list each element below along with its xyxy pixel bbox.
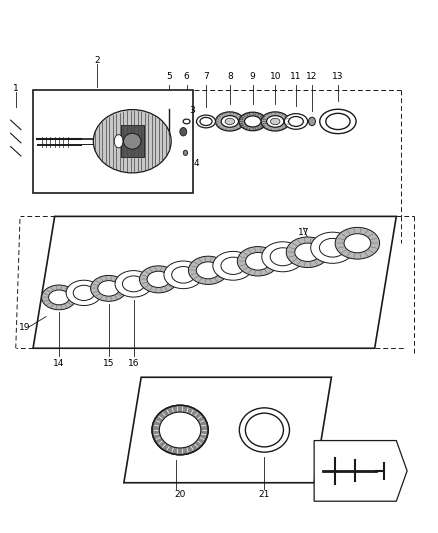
Text: 12: 12 [306,72,318,81]
Polygon shape [314,441,407,501]
Ellipse shape [124,133,141,149]
Text: 18: 18 [356,228,367,237]
Ellipse shape [261,112,290,131]
Text: 2: 2 [94,56,100,66]
Ellipse shape [286,237,329,268]
Ellipse shape [239,408,290,452]
Text: 15: 15 [103,359,114,368]
Ellipse shape [91,276,127,301]
Ellipse shape [225,118,235,125]
Ellipse shape [221,257,245,274]
Ellipse shape [213,252,253,280]
Ellipse shape [183,119,190,124]
Ellipse shape [237,247,279,276]
Text: 9: 9 [250,72,256,81]
Text: 14: 14 [53,359,65,368]
Ellipse shape [49,290,69,305]
Ellipse shape [115,271,152,297]
Ellipse shape [159,412,201,448]
Ellipse shape [245,413,283,447]
Ellipse shape [152,405,208,455]
Text: 8: 8 [227,72,233,81]
Ellipse shape [66,280,102,305]
Ellipse shape [114,135,123,148]
Text: 11: 11 [290,72,302,81]
Ellipse shape [335,228,380,259]
Text: 5: 5 [166,72,172,81]
Ellipse shape [188,256,228,285]
Text: 17: 17 [297,228,309,237]
Circle shape [308,117,315,126]
Ellipse shape [319,238,346,257]
Ellipse shape [244,116,261,127]
Ellipse shape [295,243,321,261]
Ellipse shape [98,280,120,296]
Ellipse shape [147,271,170,287]
Text: 21: 21 [259,490,270,499]
Circle shape [180,127,187,136]
Ellipse shape [344,233,371,253]
Text: 19: 19 [19,322,30,332]
Ellipse shape [123,276,145,292]
Ellipse shape [239,112,267,131]
Ellipse shape [311,232,354,263]
Ellipse shape [196,262,220,279]
Circle shape [183,150,187,156]
Ellipse shape [270,118,280,125]
Ellipse shape [42,285,76,310]
Text: 10: 10 [269,72,281,81]
Ellipse shape [181,118,192,125]
Bar [120,125,144,157]
Ellipse shape [326,114,350,130]
Ellipse shape [93,110,171,173]
Polygon shape [33,216,396,348]
Text: 3: 3 [189,106,195,115]
Ellipse shape [197,115,215,128]
Text: 20: 20 [174,490,186,499]
Ellipse shape [215,112,244,131]
Ellipse shape [172,266,195,283]
Text: 7: 7 [203,72,209,81]
Text: 16: 16 [128,359,139,368]
Ellipse shape [246,253,270,270]
Polygon shape [124,377,332,483]
Ellipse shape [320,109,356,134]
Bar [33,90,193,192]
Ellipse shape [200,117,212,125]
Ellipse shape [284,114,307,130]
Text: 6: 6 [184,72,190,81]
Text: 1: 1 [13,84,19,93]
Ellipse shape [73,285,95,301]
Ellipse shape [139,266,177,293]
Text: 13: 13 [332,72,344,81]
Ellipse shape [270,248,295,266]
Text: 4: 4 [194,159,199,168]
Ellipse shape [267,116,284,127]
Ellipse shape [221,116,238,127]
Ellipse shape [164,261,203,289]
Ellipse shape [289,117,304,126]
Ellipse shape [262,242,304,272]
